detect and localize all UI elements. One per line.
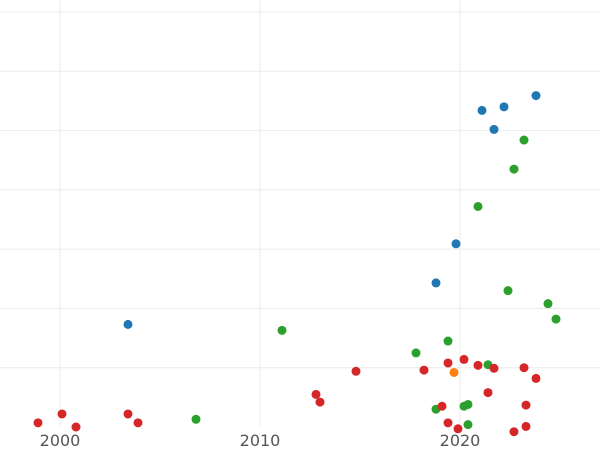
- data-point: [443, 358, 453, 368]
- data-point: [509, 427, 519, 437]
- data-point: [521, 400, 531, 410]
- data-point: [453, 424, 463, 434]
- data-point: [277, 325, 287, 335]
- data-point: [463, 399, 473, 409]
- data-point: [123, 319, 133, 329]
- data-point: [463, 420, 473, 430]
- data-point: [57, 409, 67, 419]
- x-axis-ticks: 2000 2010 2020: [40, 431, 481, 450]
- data-point: [483, 388, 493, 398]
- data-point: [473, 201, 483, 211]
- x-tick-label: 2010: [240, 431, 281, 450]
- data-point: [33, 418, 43, 428]
- data-point: [431, 278, 441, 288]
- data-point: [531, 91, 541, 101]
- data-point: [509, 164, 519, 174]
- data-point: [443, 418, 453, 428]
- data-point: [519, 135, 529, 145]
- data-point: [449, 367, 459, 377]
- data-point: [477, 105, 487, 115]
- grid: [0, 0, 600, 427]
- data-point: [71, 422, 81, 432]
- data-point: [489, 363, 499, 373]
- data-points: [33, 91, 561, 437]
- data-point: [451, 239, 461, 249]
- data-point: [473, 360, 483, 370]
- data-point: [411, 348, 421, 358]
- data-point: [133, 418, 143, 428]
- data-point: [503, 286, 513, 296]
- data-point: [351, 366, 361, 376]
- data-point: [499, 102, 509, 112]
- data-point: [123, 409, 133, 419]
- data-point: [443, 336, 453, 346]
- data-point: [519, 363, 529, 373]
- data-point: [543, 299, 553, 309]
- data-point: [489, 124, 499, 134]
- data-point: [531, 373, 541, 383]
- data-point: [311, 389, 321, 399]
- data-point: [551, 314, 561, 324]
- data-point: [191, 414, 201, 424]
- data-point: [521, 421, 531, 431]
- data-point: [419, 365, 429, 375]
- x-tick-label: 2020: [440, 431, 481, 450]
- data-point: [315, 397, 325, 407]
- data-point: [437, 401, 447, 411]
- data-point: [459, 354, 469, 364]
- x-tick-label: 2000: [40, 431, 81, 450]
